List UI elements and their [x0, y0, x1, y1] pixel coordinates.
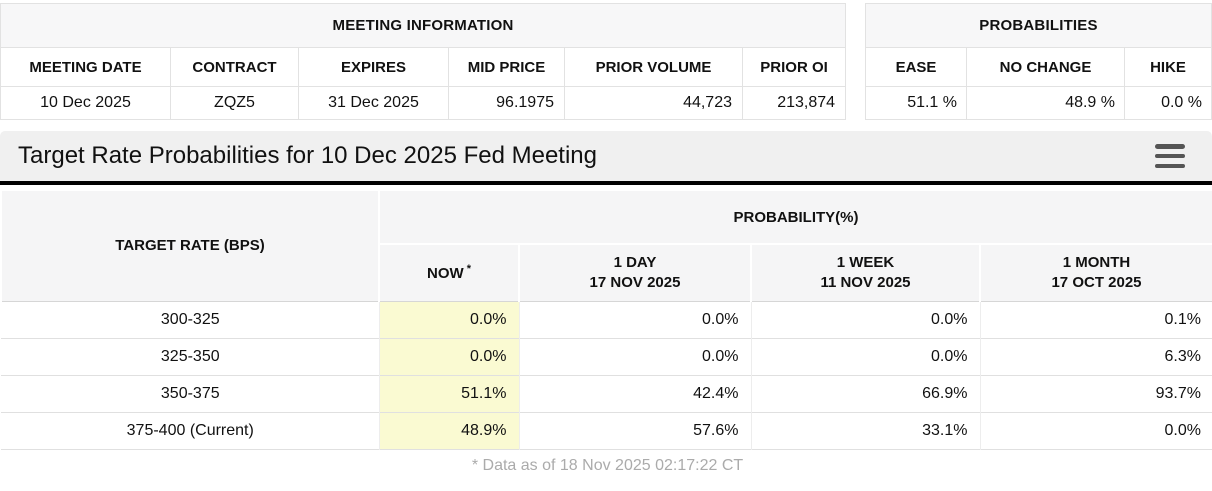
- probabilities-title-row: PROBABILITIES: [865, 3, 1212, 48]
- col-contract: CONTRACT: [170, 47, 299, 87]
- col-now: NOW *: [378, 243, 520, 302]
- meeting-information-title-row: MEETING INFORMATION: [0, 3, 847, 48]
- one-week-cell: 33.1%: [750, 411, 980, 449]
- probability-group-header: PROBABILITY(%): [378, 189, 1212, 245]
- probabilities-header-row: EASE NO CHANGE HIKE: [865, 47, 1212, 87]
- one-month-cell: 0.1%: [979, 300, 1212, 338]
- one-week-cell: 66.9%: [750, 374, 980, 412]
- expires-value: 31 Dec 2025: [298, 86, 449, 120]
- probabilities-title: PROBABILITIES: [865, 3, 1212, 48]
- ease-value: 51.1 %: [865, 86, 967, 120]
- col-no-change: NO CHANGE: [966, 47, 1125, 87]
- col-1-month-label: 1 MONTH: [1062, 254, 1131, 272]
- probabilities-data-row: 51.1 % 48.9 % 0.0 %: [865, 86, 1212, 120]
- meeting-date-value: 10 Dec 2025: [0, 86, 171, 120]
- one-day-cell: 57.6%: [518, 411, 751, 449]
- target-rate-cell: 325-350: [1, 337, 379, 375]
- contract-value: ZQZ5: [170, 86, 299, 120]
- hamburger-bar: [1155, 153, 1185, 159]
- footnote-marker: *: [466, 263, 471, 276]
- col-1-day-date: 17 NOV 2025: [589, 274, 681, 292]
- now-cell: 0.0%: [378, 300, 519, 338]
- col-1-week-date: 11 NOV 2025: [820, 274, 911, 292]
- col-1-month-date: 17 OCT 2025: [1051, 274, 1142, 292]
- col-meeting-date: MEETING DATE: [0, 47, 171, 87]
- one-month-cell: 6.3%: [979, 337, 1212, 375]
- footnote-row: * Data as of 18 Nov 2025 02:17:22 CT: [1, 448, 1212, 482]
- hike-value: 0.0 %: [1124, 86, 1212, 120]
- table-row: 300-325 0.0% 0.0% 0.0% 0.1%: [1, 300, 1212, 338]
- mid-price-value: 96.1975: [448, 86, 565, 120]
- col-mid-price: MID PRICE: [448, 47, 565, 87]
- now-cell: 0.0%: [378, 337, 519, 375]
- col-prior-volume: PRIOR VOLUME: [564, 47, 743, 87]
- col-hike: HIKE: [1124, 47, 1212, 87]
- col-prior-oi: PRIOR OI: [741, 47, 847, 87]
- target-rate-cell: 300-325: [1, 300, 379, 338]
- target-rate-cell: 375-400 (Current): [1, 411, 379, 449]
- one-day-cell: 0.0%: [518, 300, 751, 338]
- col-1-week-label: 1 WEEK: [836, 254, 895, 272]
- prior-oi-value: 213,874: [741, 86, 847, 120]
- no-change-value: 48.9 %: [966, 86, 1125, 120]
- one-month-cell: 93.7%: [979, 374, 1212, 412]
- one-week-cell: 0.0%: [750, 337, 980, 375]
- group-header-row: TARGET RATE (BPS) PROBABILITY(%): [0, 189, 1212, 302]
- meeting-information-title: MEETING INFORMATION: [0, 3, 847, 48]
- table-row: 375-400 (Current) 48.9% 57.6% 33.1% 0.0%: [1, 411, 1212, 449]
- target-rate-probabilities-table: TARGET RATE (BPS) PROBABILITY(%) NOW * 1 …: [0, 189, 1212, 482]
- col-now-label: NOW: [427, 265, 464, 283]
- chart-title-bar: Target Rate Probabilities for 10 Dec 202…: [0, 131, 1212, 181]
- meeting-information-table: MEETING INFORMATION MEETING DATE CONTRAC…: [0, 3, 847, 120]
- now-cell: 48.9%: [378, 411, 519, 449]
- col-1-month: 1 MONTH 17 OCT 2025: [979, 243, 1212, 302]
- target-rate-cell: 350-375: [1, 374, 379, 412]
- divider: [0, 181, 1212, 185]
- meeting-information-data-row: 10 Dec 2025 ZQZ5 31 Dec 2025 96.1975 44,…: [0, 86, 847, 120]
- now-cell: 51.1%: [378, 374, 519, 412]
- col-ease: EASE: [865, 47, 967, 87]
- meeting-information-header-row: MEETING DATE CONTRACT EXPIRES MID PRICE …: [0, 47, 847, 87]
- sub-header-row: NOW * 1 DAY 17 NOV 2025 1 WEEK 11 NOV 202…: [1, 243, 1212, 302]
- col-expires: EXPIRES: [298, 47, 449, 87]
- hamburger-bar: [1155, 163, 1185, 168]
- summary-section: MEETING INFORMATION MEETING DATE CONTRAC…: [0, 0, 1212, 120]
- hamburger-bar: [1155, 144, 1185, 149]
- one-day-cell: 0.0%: [518, 337, 751, 375]
- data-as-of-footnote: * Data as of 18 Nov 2025 02:17:22 CT: [1, 448, 1212, 482]
- prior-volume-value: 44,723: [564, 86, 743, 120]
- one-month-cell: 0.0%: [979, 411, 1212, 449]
- col-1-day: 1 DAY 17 NOV 2025: [518, 243, 752, 302]
- table-row: 350-375 51.1% 42.4% 66.9% 93.7%: [1, 374, 1212, 412]
- col-1-day-label: 1 DAY: [613, 254, 657, 272]
- page-title: Target Rate Probabilities for 10 Dec 202…: [18, 142, 597, 169]
- one-week-cell: 0.0%: [750, 300, 980, 338]
- target-rate-bps-header: TARGET RATE (BPS): [0, 189, 380, 302]
- one-day-cell: 42.4%: [518, 374, 751, 412]
- hamburger-menu-icon[interactable]: [1155, 144, 1185, 168]
- probabilities-summary-table: PROBABILITIES EASE NO CHANGE HIKE 51.1 %…: [865, 3, 1212, 120]
- table-row: 325-350 0.0% 0.0% 0.0% 6.3%: [1, 337, 1212, 375]
- col-1-week: 1 WEEK 11 NOV 2025: [750, 243, 981, 302]
